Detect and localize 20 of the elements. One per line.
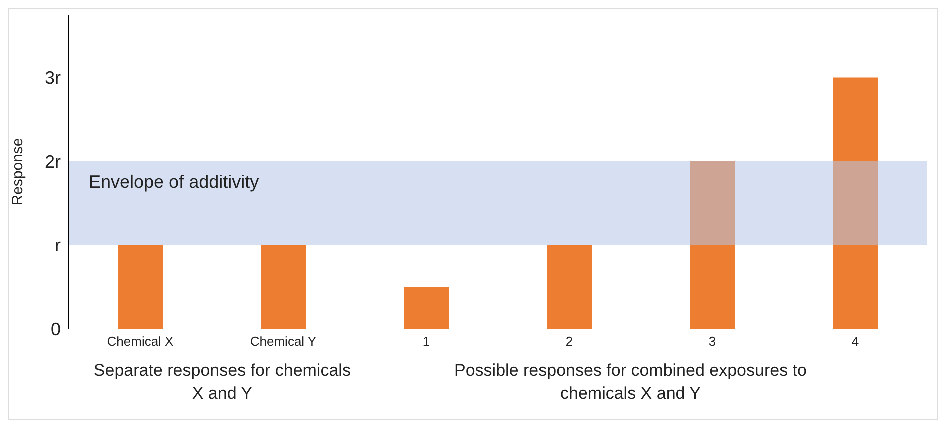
x-tick-label: 2 <box>566 334 574 350</box>
text: Separate responses for chemicals X and Y <box>92 360 352 405</box>
bar <box>118 245 163 329</box>
x-tick-label: 1 <box>422 334 430 350</box>
y-tick-label: 0 <box>50 319 61 340</box>
bar <box>261 245 306 329</box>
x-tick-label: Chemical Y <box>250 334 317 350</box>
x-tick-label: 3 <box>708 334 716 350</box>
y-tick-label: 3r <box>44 68 61 88</box>
bar <box>690 162 735 329</box>
x-tick-label: 4 <box>852 334 860 350</box>
bar <box>404 287 449 329</box>
band-label: Envelope of additivity <box>89 172 260 192</box>
text: Possible responses for combined exposures to chemicals X and Y <box>454 360 808 405</box>
bar <box>547 245 592 329</box>
y-axis-title: Response <box>9 138 26 206</box>
bar <box>833 78 878 329</box>
x-tick-label: Chemical X <box>107 334 174 350</box>
y-tick-label: r <box>55 236 61 256</box>
y-tick-label: 2r <box>44 152 61 172</box>
